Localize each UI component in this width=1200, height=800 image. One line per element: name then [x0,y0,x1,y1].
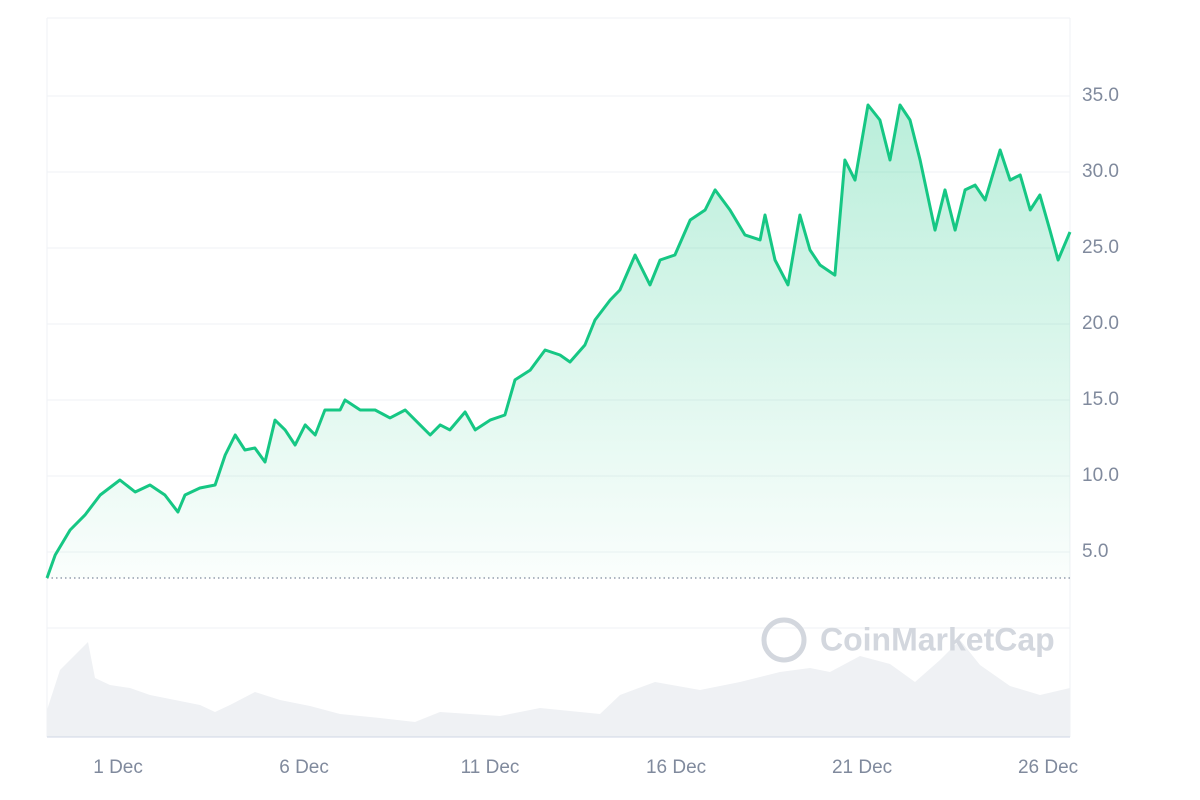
x-tick-label: 1 Dec [93,757,143,778]
y-tick-label: 15.0 [1082,389,1119,410]
watermark: CoinMarketCap [820,621,1055,657]
price-area [47,105,1070,578]
x-tick-label: 6 Dec [279,757,329,778]
y-tick-label: 35.0 [1082,85,1119,106]
y-tick-label: 30.0 [1082,161,1119,182]
x-tick-label: 21 Dec [832,757,892,778]
price-line [45,103,1072,579]
watermark-logo [761,617,807,663]
x-tick-label: 11 Dec [461,757,520,778]
y-tick-label: 5.0 [1082,541,1108,562]
x-tick-label: 26 Dec [1018,757,1078,778]
y-tick-label: 25.0 [1082,237,1119,258]
y-tick-label: 10.0 [1082,465,1119,486]
x-tick-label: 16 Dec [646,757,706,778]
y-tick-label: 20.0 [1082,313,1119,334]
volume-area [47,640,1070,737]
